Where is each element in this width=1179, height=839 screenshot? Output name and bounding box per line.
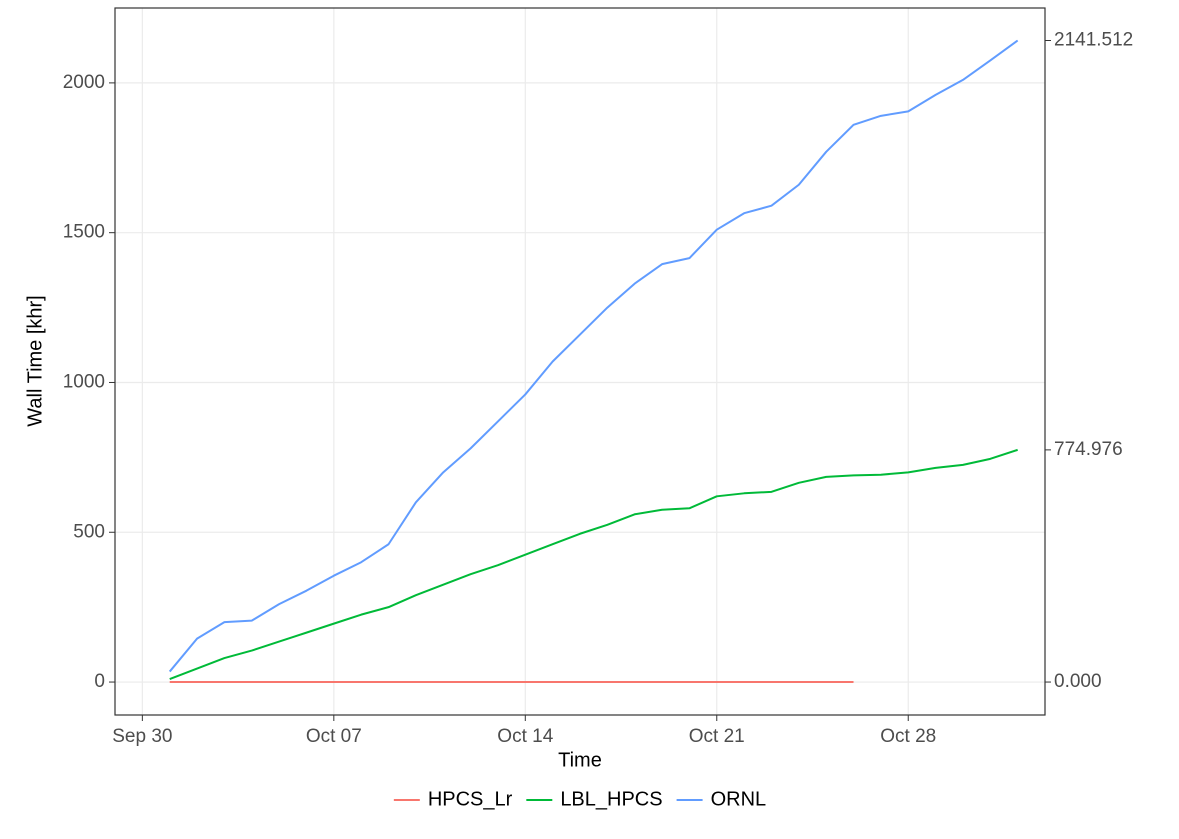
legend-label: ORNL (711, 788, 767, 810)
legend-label: LBL_HPCS (560, 788, 662, 810)
series-line (168, 39, 1019, 673)
x-tick-label: Sep 30 (112, 726, 172, 747)
legend-label: HPCS_Lr (428, 788, 513, 810)
y-tick-label: 500 (73, 521, 105, 542)
x-axis-title: Time (558, 749, 602, 771)
y-tick-label: 0 (94, 671, 105, 692)
x-tick-label: Oct 07 (306, 726, 362, 747)
y-tick-label: 2000 (63, 72, 105, 93)
y2-tick-label: 0.000 (1054, 671, 1102, 692)
x-tick-label: Oct 14 (497, 726, 553, 747)
x-tick-label: Oct 28 (880, 726, 936, 747)
series-line (169, 448, 1018, 680)
y2-tick-label: 2141.512 (1054, 30, 1133, 51)
x-tick-label: Oct 21 (689, 726, 745, 747)
plot-border (114, 7, 1046, 716)
y2-tick-label: 774.976 (1054, 439, 1123, 460)
y-axis-title: Wall Time [khr] (24, 295, 46, 427)
y-tick-label: 1000 (63, 371, 105, 392)
y-tick-label: 1500 (63, 222, 105, 243)
